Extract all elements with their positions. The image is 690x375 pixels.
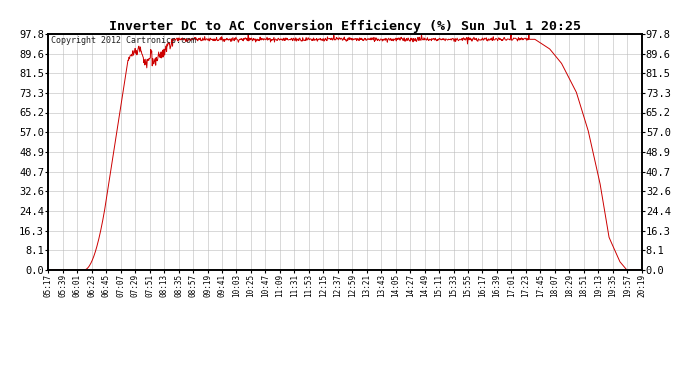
Text: Copyright 2012 Cartronics.com: Copyright 2012 Cartronics.com [51, 36, 196, 45]
Title: Inverter DC to AC Conversion Efficiency (%) Sun Jul 1 20:25: Inverter DC to AC Conversion Efficiency … [109, 20, 581, 33]
